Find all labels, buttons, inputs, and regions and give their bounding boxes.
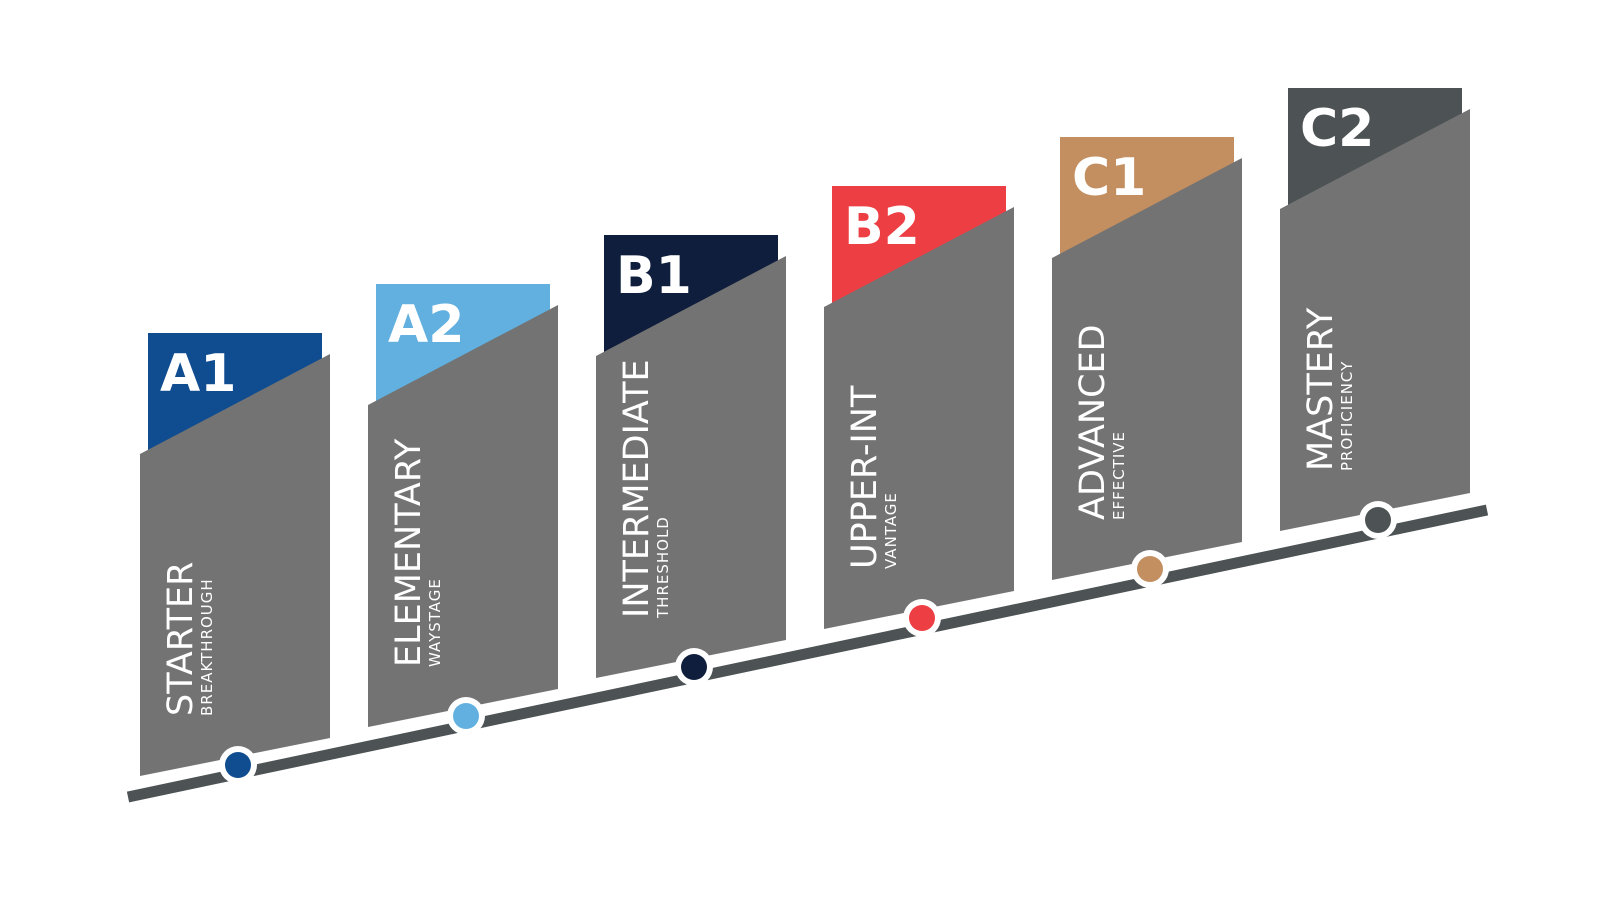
- level-panel: [1280, 109, 1470, 531]
- timeline-dot-b2: [909, 605, 935, 631]
- level-panel: [596, 256, 786, 678]
- level-name: ADVANCED: [1073, 324, 1113, 520]
- level-name: ELEMENTARY: [389, 438, 429, 667]
- level-name: STARTER: [161, 562, 201, 716]
- level-panel: [368, 305, 558, 727]
- level-name: MASTERY: [1301, 307, 1341, 471]
- level-code: A2: [388, 295, 464, 355]
- level-code: A1: [160, 344, 236, 404]
- timeline-dot-a1: [225, 752, 251, 778]
- level-code: B1: [616, 246, 692, 306]
- level-code: C2: [1300, 99, 1374, 159]
- level-name: INTERMEDIATE: [617, 359, 657, 618]
- timeline-dot-c1: [1137, 556, 1163, 582]
- level-subtitle: EFFECTIVE: [1110, 431, 1128, 520]
- level-panel: [824, 207, 1014, 629]
- timeline-dot-c2: [1365, 507, 1391, 533]
- level-panel: [1052, 158, 1242, 580]
- level-panel: [140, 354, 330, 776]
- level-code: C1: [1072, 148, 1146, 208]
- level-subtitle: BREAKTHROUGH: [198, 578, 216, 716]
- level-name: UPPER-INT: [845, 385, 885, 569]
- level-subtitle: PROFICIENCY: [1338, 361, 1356, 471]
- level-subtitle: THRESHOLD: [654, 516, 672, 619]
- level-code: B2: [844, 197, 920, 257]
- timeline-line: [126, 504, 1489, 803]
- timeline-dot-a2: [453, 703, 479, 729]
- timeline-dot-b1: [681, 654, 707, 680]
- level-subtitle: WAYSTAGE: [426, 578, 444, 667]
- level-subtitle: VANTAGE: [882, 492, 900, 569]
